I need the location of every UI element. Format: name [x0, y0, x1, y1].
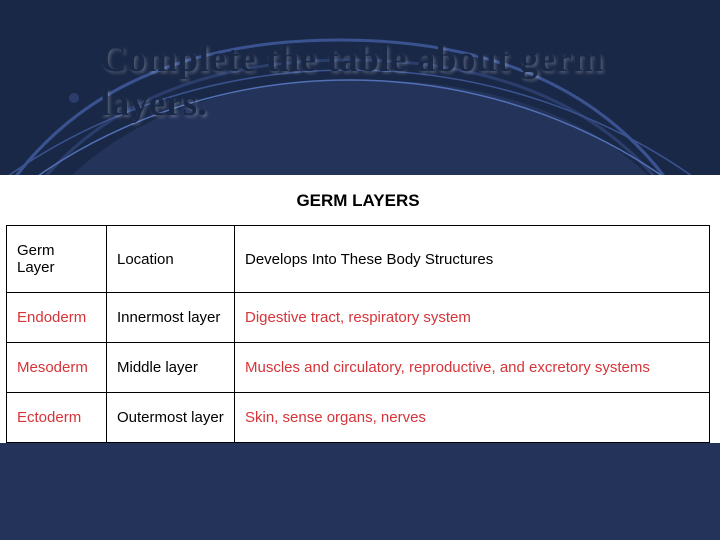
header-germ-layer: Germ Layer: [7, 226, 107, 293]
cell-layer: Ectoderm: [7, 393, 107, 443]
germ-layers-table-container: GERM LAYERS Germ Layer Location Develops…: [0, 175, 720, 443]
table-row: Ectoderm Outermost layer Skin, sense org…: [7, 393, 710, 443]
slide-title: Complete the table about germ layers.: [100, 38, 660, 125]
title-text: Complete the table about germ layers.: [100, 38, 660, 125]
cell-layer: Mesoderm: [7, 343, 107, 393]
header-location: Location: [107, 226, 235, 293]
table-row: Mesoderm Middle layer Muscles and circul…: [7, 343, 710, 393]
cell-layer: Endoderm: [7, 293, 107, 343]
cell-develops: Skin, sense organs, nerves: [235, 393, 710, 443]
header-develops: Develops Into These Body Structures: [235, 226, 710, 293]
cell-location: Innermost layer: [107, 293, 235, 343]
table-heading: GERM LAYERS: [6, 185, 710, 225]
cell-develops: Muscles and circulatory, reproductive, a…: [235, 343, 710, 393]
cell-location: Middle layer: [107, 343, 235, 393]
cell-location: Outermost layer: [107, 393, 235, 443]
table-row: Endoderm Innermost layer Digestive tract…: [7, 293, 710, 343]
germ-layers-table: Germ Layer Location Develops Into These …: [6, 225, 710, 443]
table-header-row: Germ Layer Location Develops Into These …: [7, 226, 710, 293]
cell-develops: Digestive tract, respiratory system: [235, 293, 710, 343]
